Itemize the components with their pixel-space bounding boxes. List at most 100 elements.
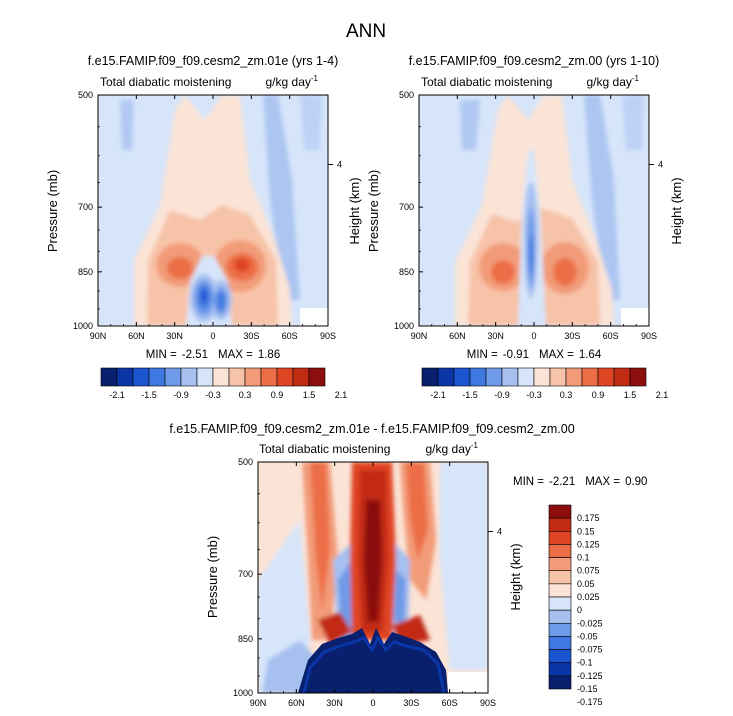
panel-2-y-tick-label: 850	[399, 267, 414, 277]
panel-3-left-label: Total diabatic moistening	[259, 442, 390, 456]
panel-3-colorbar-label: 0.1	[577, 553, 590, 563]
panel-2-colorbar-swatch	[549, 367, 567, 387]
panel-1-left-label: Total diabatic moistening	[100, 75, 231, 89]
panel-3-y-tick-label: 850	[238, 634, 253, 644]
panel-2-x-tick-label: 90N	[411, 331, 428, 341]
panel-3-units-text: g/kg day	[426, 442, 471, 456]
panel-3-colorbar-swatch	[548, 636, 572, 650]
panel-3-colorbar-label: 0.15	[577, 526, 595, 536]
panel-1-colorbar-swatch	[260, 367, 278, 387]
panel-1-colorbar-swatch	[180, 367, 198, 387]
panel-2-units: g/kg day-1	[587, 74, 640, 89]
panel-1-colorbar-swatch	[276, 367, 294, 387]
panel-2-colorbar-swatch	[485, 367, 503, 387]
panel-3-y-tick-label: 500	[238, 457, 253, 467]
page-title: ANN	[346, 21, 386, 42]
panel-3-colorbar-label: 0.05	[577, 579, 595, 589]
panel-2-x-tick-label: 30N	[487, 331, 504, 341]
panel-1-colorbar: -2.1 -1.5 -0.9 -0.3 0.3 0.9 1.5 2.1	[100, 367, 348, 400]
panel-1-colorbar-swatch	[212, 367, 230, 387]
panel-2-x-tick-label: 60N	[449, 331, 466, 341]
panel-3-colorbar-label: -0.025	[577, 618, 603, 628]
panel-2-units-superscript: -1	[632, 74, 640, 83]
panel-1-min-label: MIN =	[146, 349, 177, 361]
panel-1-y-tick-label: 500	[78, 90, 93, 100]
panel-3-y-tick-label: 700	[238, 569, 253, 579]
panel-1-colorbar-swatch	[228, 367, 246, 387]
panel-3-y-tick-label: 1000	[233, 688, 253, 698]
panel-3-colorbar-label: -0.075	[577, 645, 603, 655]
panel-1-colorbar-label: -0.3	[205, 390, 221, 400]
panel-1-colorbar-swatch	[100, 367, 118, 387]
panel-3-colorbar-label: 0	[577, 605, 582, 615]
panel-2-y-tick-label: 700	[399, 202, 414, 212]
panel-1-min-value: -2.51	[182, 349, 208, 361]
panel-1-y2-axis-label: Height (km)	[347, 177, 362, 244]
panel-2-stats: MIN = -0.91 MAX = 1.64	[467, 349, 602, 361]
panel-1-colorbar-label: 0.3	[239, 390, 252, 400]
panel-2-colorbar-label: 2.1	[656, 390, 669, 400]
panel-3-colorbar-swatch	[548, 675, 572, 690]
panel-1-colorbar-swatch	[308, 367, 326, 387]
panel-3-stats: MIN = -2.21 MAX = 0.90	[513, 476, 647, 488]
panel-1-colorbar-label: -2.1	[109, 390, 125, 400]
panel-3-colorbar-label: -0.175	[577, 697, 603, 707]
panel-2-colorbar-label: -1.5	[462, 390, 478, 400]
chart-panel-3: f.e15.FAMIP.f09_f09.cesm2_zm.01e - f.e15…	[169, 422, 647, 708]
panel-3-colorbar-swatch	[548, 649, 572, 664]
panel-2-colorbar-swatch	[501, 367, 519, 387]
panel-2-units-text: g/kg day	[587, 75, 632, 89]
panel-1-y2-tick-label: 4	[337, 160, 342, 170]
panel-2-min-label: MIN =	[467, 349, 498, 361]
panel-2-colorbar-swatch	[437, 367, 455, 387]
panel-2-colorbar-swatch	[613, 367, 631, 387]
panel-1-colorbar-label: 1.5	[303, 390, 316, 400]
panel-2-y-tick-label: 500	[399, 90, 414, 100]
panel-3-colorbar-label: 0.125	[577, 539, 600, 549]
panel-3-x-tick-label: 60S	[442, 698, 458, 708]
panel-3-colorbar-label: -0.05	[577, 631, 598, 641]
panel-2-colorbar-swatch	[453, 367, 471, 387]
panel-2-colorbar-label: -0.9	[494, 390, 510, 400]
panel-3-colorbar: 0.175 0.15 0.125 0.1 0.075 0.05 0.025 0 -0.025 -0…	[548, 504, 603, 707]
panel-1-colorbar-label: -1.5	[141, 390, 157, 400]
panel-3-colorbar-label: -0.125	[577, 671, 603, 681]
panel-2-y-tick-label: 1000	[394, 321, 414, 331]
panel-1-colorbar-swatch	[148, 367, 166, 387]
panel-1-colorbar-swatch	[196, 367, 214, 387]
panel-1-colorbar-swatch	[132, 367, 150, 387]
panel-2-left-label: Total diabatic moistening	[421, 75, 552, 89]
panel-3-axes: 90N 60N 30N 0 30S 60S 90S 500 700 850 1000 4	[233, 457, 502, 708]
panel-1-max-label: MAX =	[218, 349, 253, 361]
panel-2-max-value: 1.64	[579, 349, 602, 361]
panel-3-colorbar-label: 0.025	[577, 592, 600, 602]
panel-1-title: f.e15.FAMIP.f09_f09.cesm2_zm.01e (yrs 1-…	[88, 54, 339, 68]
panel-3-max-label: MAX =	[585, 476, 620, 488]
panel-1-x-tick-label: 90S	[320, 331, 336, 341]
panel-3-x-tick-label: 30S	[403, 698, 419, 708]
panel-1-units-superscript: -1	[311, 74, 319, 83]
panel-2-axes: 90N 60N 30N 0 30S 60S 90S 500 700 850 1000 4	[394, 90, 663, 341]
panel-1-axes: 90N 60N 30N 0 30S 60S 90S 500 700 850 1000 4	[73, 90, 342, 341]
panel-3-min-label: MIN =	[513, 476, 544, 488]
panel-1-y-tick-label: 850	[78, 267, 93, 277]
panel-3-max-value: 0.90	[625, 476, 647, 488]
panel-2-x-tick-label: 60S	[603, 331, 619, 341]
panel-2-y-axis-label: Pressure (mb)	[366, 170, 381, 252]
panel-1-units-text: g/kg day	[266, 75, 311, 89]
panel-3-colorbar-label: 0.175	[577, 513, 600, 523]
panel-3-x-tick-label: 90N	[250, 698, 267, 708]
panel-1-units: g/kg day-1	[266, 74, 319, 89]
panel-2-colorbar-label: -2.1	[430, 390, 446, 400]
panel-3-colorbar-swatch	[548, 622, 572, 637]
panel-2-colorbar-swatch	[469, 367, 487, 387]
panel-1-colorbar-label: 2.1	[335, 390, 348, 400]
panel-3-contour-field	[258, 462, 488, 693]
panel-3-colorbar-swatch	[548, 517, 572, 532]
panel-1-colorbar-swatch	[244, 367, 262, 387]
panel-1-x-tick-label: 30S	[243, 331, 259, 341]
panel-1-max-value: 1.86	[258, 349, 280, 361]
panel-1-y-tick-label: 1000	[73, 321, 93, 331]
panel-3-x-tick-label: 0	[370, 698, 375, 708]
